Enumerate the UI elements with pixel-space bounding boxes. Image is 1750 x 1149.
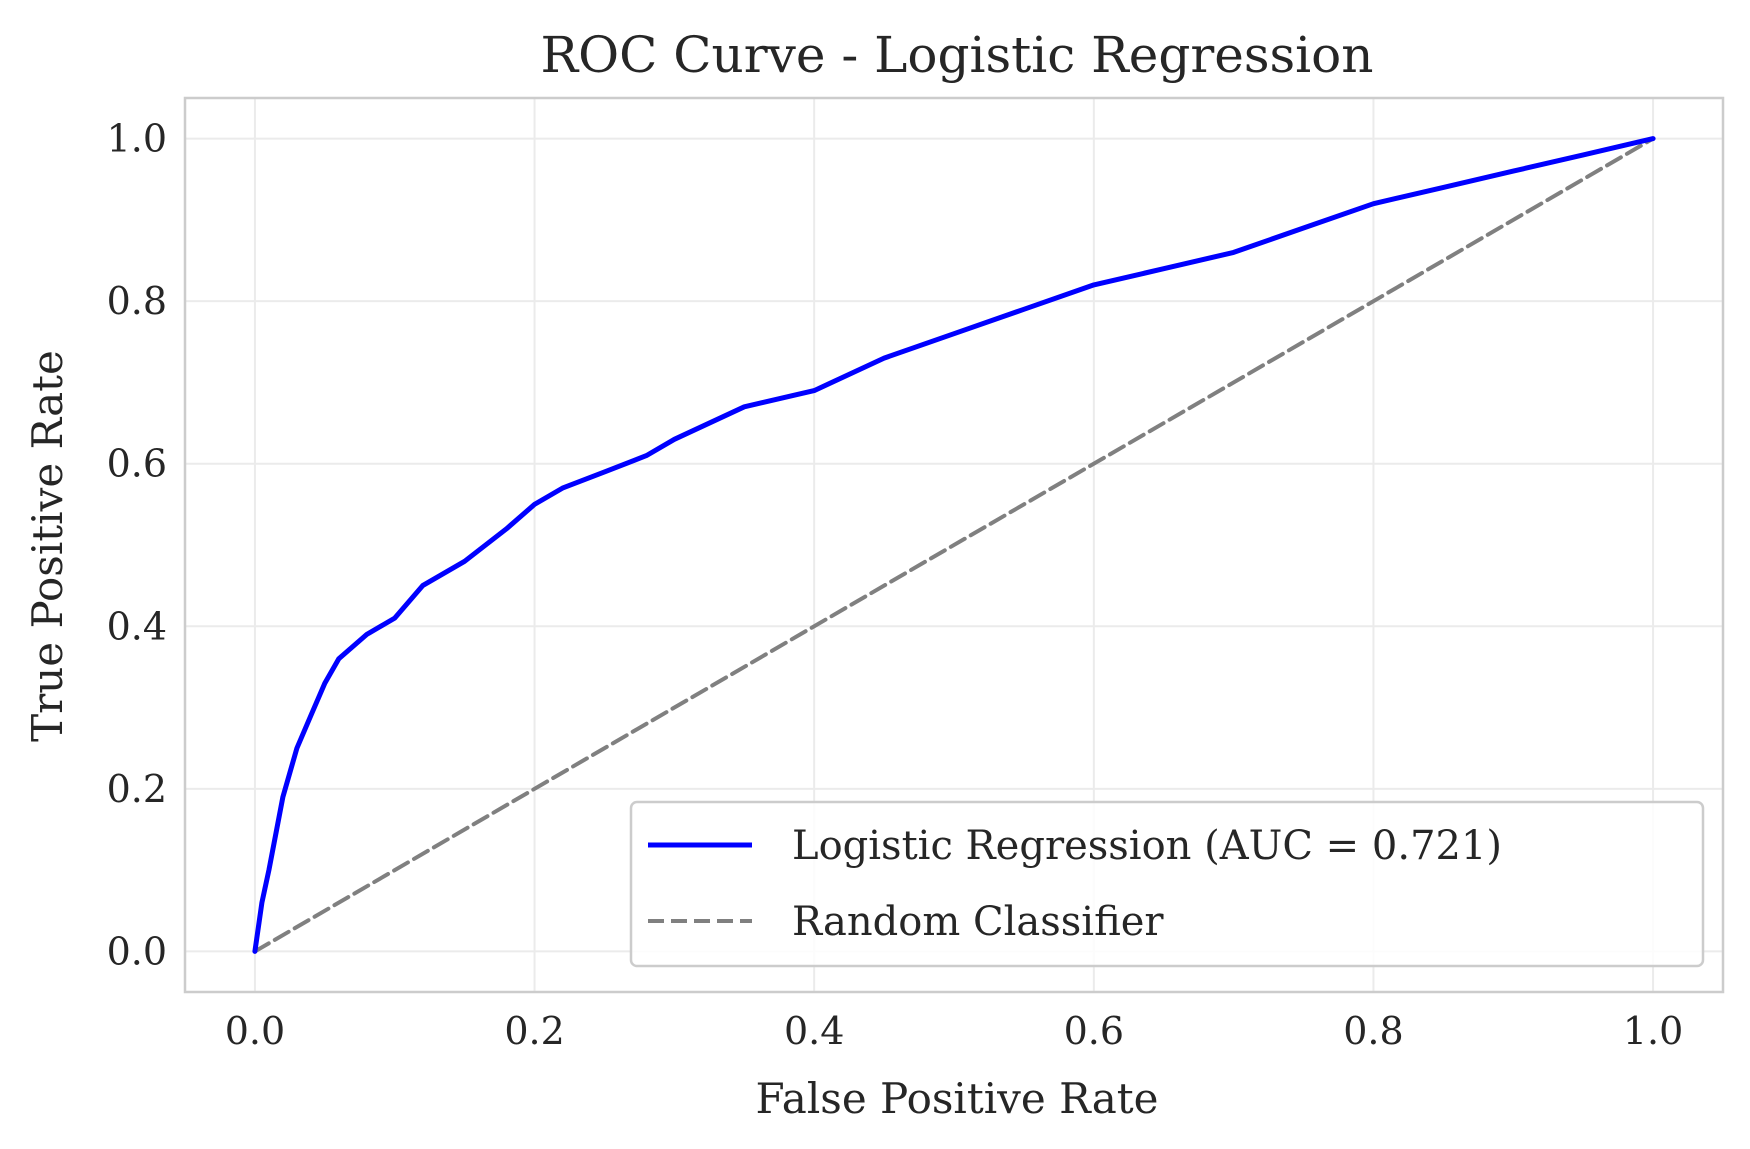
y-tick-label: 1.0 <box>107 117 167 161</box>
series-line-logistic-regression <box>252 136 1656 954</box>
y-axis-title: True Positive Rate <box>23 350 72 742</box>
x-tick-label: 0.4 <box>784 1009 844 1053</box>
x-tick-label: 0.6 <box>1064 1009 1124 1053</box>
grid <box>185 98 1723 992</box>
series-group <box>252 136 1656 954</box>
legend: Logistic Regression (AUC = 0.721) Random… <box>629 800 1705 968</box>
y-tick-label: 0.6 <box>107 442 167 486</box>
x-tick-label: 0.8 <box>1343 1009 1403 1053</box>
x-axis-title: False Positive Rate <box>756 1074 1159 1123</box>
series-line-random-classifier <box>252 136 1656 954</box>
legend-label-random: Random Classifier <box>792 899 1164 945</box>
y-axis-ticks: 0.0 0.2 0.4 0.6 0.8 1.0 <box>107 117 167 974</box>
chart-title: ROC Curve - Logistic Regression <box>541 26 1374 84</box>
legend-box <box>629 800 1705 968</box>
x-tick-label: 0.2 <box>504 1009 564 1053</box>
y-tick-label: 0.8 <box>107 279 167 323</box>
y-tick-label: 0.0 <box>107 929 167 973</box>
y-tick-label: 0.2 <box>107 767 167 811</box>
legend-label-logistic: Logistic Regression (AUC = 0.721) <box>792 823 1502 869</box>
plot-frame <box>183 96 1725 994</box>
y-tick-label: 0.4 <box>107 604 167 648</box>
x-axis-ticks: 0.0 0.2 0.4 0.6 0.8 1.0 <box>225 1009 1684 1053</box>
x-tick-label: 0.0 <box>225 1009 285 1053</box>
x-tick-label: 1.0 <box>1623 1009 1683 1053</box>
